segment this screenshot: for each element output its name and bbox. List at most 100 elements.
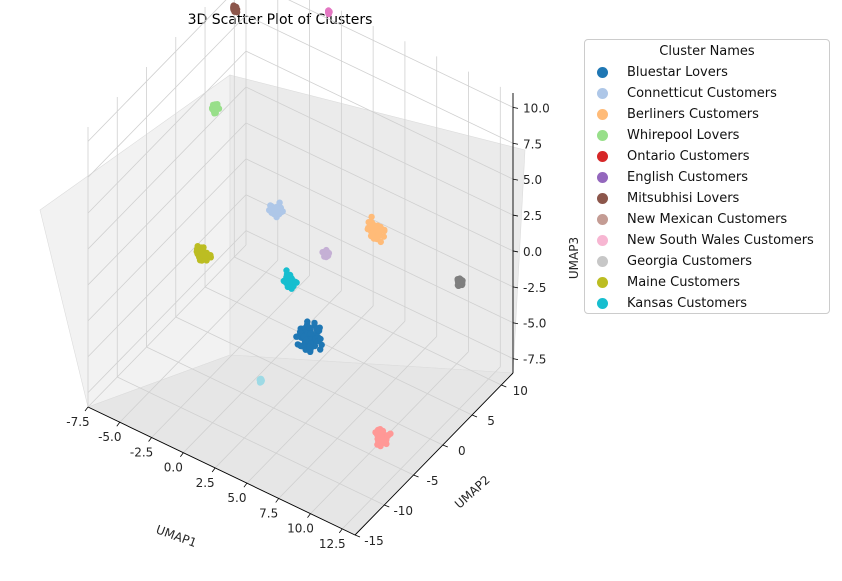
scatter-point	[457, 276, 464, 283]
scatter-point	[379, 436, 387, 443]
grid-line	[87, 86, 247, 250]
legend-entry: Ontario Customers	[585, 146, 829, 167]
scatter-point	[307, 330, 314, 337]
grid-line	[119, 259, 279, 423]
grid-line	[278, 336, 438, 499]
scatter-point	[325, 9, 332, 16]
grid-line	[117, 376, 385, 506]
scatter-point	[317, 335, 324, 343]
grid-line	[87, 194, 247, 358]
scatter-point	[306, 343, 313, 350]
grid-line	[245, 230, 514, 360]
x-tick-label: -2.5	[130, 445, 153, 459]
scatter-point	[302, 336, 310, 344]
scatter-point	[384, 432, 391, 439]
y-tick-label: 0	[458, 444, 466, 458]
x-tick-label: -7.5	[66, 415, 89, 429]
legend-swatch	[597, 235, 608, 246]
legend-label: Berliners Customers	[627, 107, 759, 122]
grid-line	[87, 244, 247, 408]
legend-swatch	[597, 130, 608, 141]
x-tick-mark	[243, 482, 248, 488]
grid-line	[87, 0, 227, 142]
y-axis-label: UMAP2	[452, 473, 493, 512]
x-tick-label: -5.0	[98, 430, 121, 444]
x-tick-label: 5.0	[227, 491, 246, 505]
scatter-point	[212, 101, 219, 108]
x-tick-mark	[211, 467, 216, 473]
scatter-point	[276, 199, 283, 206]
z-tick-label: 0.0	[523, 245, 542, 259]
z-tick-label: 10.0	[523, 101, 550, 115]
x-tick-label: 7.5	[259, 506, 278, 520]
legend-swatch	[597, 88, 608, 99]
grid-line	[175, 316, 443, 446]
legend-entry: Georgia Customers	[585, 251, 829, 272]
y-tick-label: 5	[487, 414, 495, 428]
grid-line	[87, 158, 247, 322]
z-tick-mark	[512, 178, 519, 181]
scatter-point	[297, 342, 305, 350]
y-tick-mark	[354, 534, 361, 538]
grid-lines	[87, 0, 514, 536]
grid-line	[245, 158, 514, 288]
chart-title: 3D Scatter Plot of Clusters	[188, 12, 373, 28]
legend-entry: Kansas Customers	[585, 293, 829, 314]
legend-label: New South Wales Customers	[627, 233, 814, 248]
grid-line	[245, 122, 514, 252]
scatter-point	[370, 222, 378, 229]
x-tick-mark	[116, 421, 121, 427]
grid-line	[245, 194, 514, 324]
scatter-point	[256, 379, 264, 386]
legend-entry: Maine Customers	[585, 272, 829, 293]
grid-line	[214, 305, 374, 469]
scatter-point	[375, 431, 382, 438]
scatter-point	[284, 283, 291, 291]
scatter-point	[285, 272, 292, 279]
scatter-point	[365, 219, 372, 226]
scatter-point	[380, 227, 388, 235]
scatter-point	[311, 319, 318, 327]
legend-swatch	[597, 277, 608, 288]
legend-entry: New Mexican Customers	[585, 209, 829, 230]
legend-label: Bluestar Lovers	[627, 65, 728, 80]
x-axis-label: UMAP1	[154, 522, 198, 550]
y-tick-label: -10	[393, 504, 413, 518]
scatter-point	[367, 232, 375, 240]
z-tick-label: -7.5	[523, 353, 546, 367]
legend-entry: Mitsubhisi Lovers	[585, 188, 829, 209]
legend-label: Ontario Customers	[627, 149, 750, 164]
x-tick-mark	[148, 437, 152, 442]
legend-label: Maine Customers	[627, 275, 741, 290]
z-tick-mark	[512, 250, 519, 253]
scatter-point	[271, 205, 278, 213]
legend-swatch	[597, 193, 608, 204]
legend-entry: Whirepool Lovers	[585, 125, 829, 146]
scatter-point	[380, 233, 387, 240]
scatter-point	[368, 213, 375, 221]
legend-swatch	[597, 256, 608, 267]
legend-swatch	[597, 172, 608, 183]
z-tick-label: -5.0	[523, 317, 546, 331]
scatter-point	[377, 238, 384, 246]
legend-swatch	[597, 214, 608, 225]
scatter-point	[296, 328, 304, 336]
legend-entry: New South Wales Customers	[585, 230, 829, 251]
scatter-point	[199, 251, 207, 259]
back-pane-left	[39, 74, 231, 408]
tick-labels: -7.5 -5.0 -2.5 0.0 2.5 5.0 7.5 10.0 12.5 -15 -10 -5…	[66, 101, 549, 551]
grid-line	[151, 275, 310, 438]
grid-line	[341, 366, 501, 530]
grid-line	[87, 230, 247, 393]
x-tick-mark	[307, 513, 311, 518]
legend-label: English Customers	[627, 170, 748, 185]
x-tick-label: 10.0	[287, 522, 314, 536]
grid-line	[246, 320, 406, 484]
grid-line	[288, 0, 514, 108]
legend-entry: Connetticut Customers	[585, 83, 829, 104]
grid-line	[87, 50, 247, 214]
z-tick-label: 2.5	[523, 209, 542, 223]
scatter-point	[315, 327, 323, 334]
legend-entry: Berliners Customers	[585, 104, 829, 125]
x-tick-mark	[338, 528, 343, 534]
